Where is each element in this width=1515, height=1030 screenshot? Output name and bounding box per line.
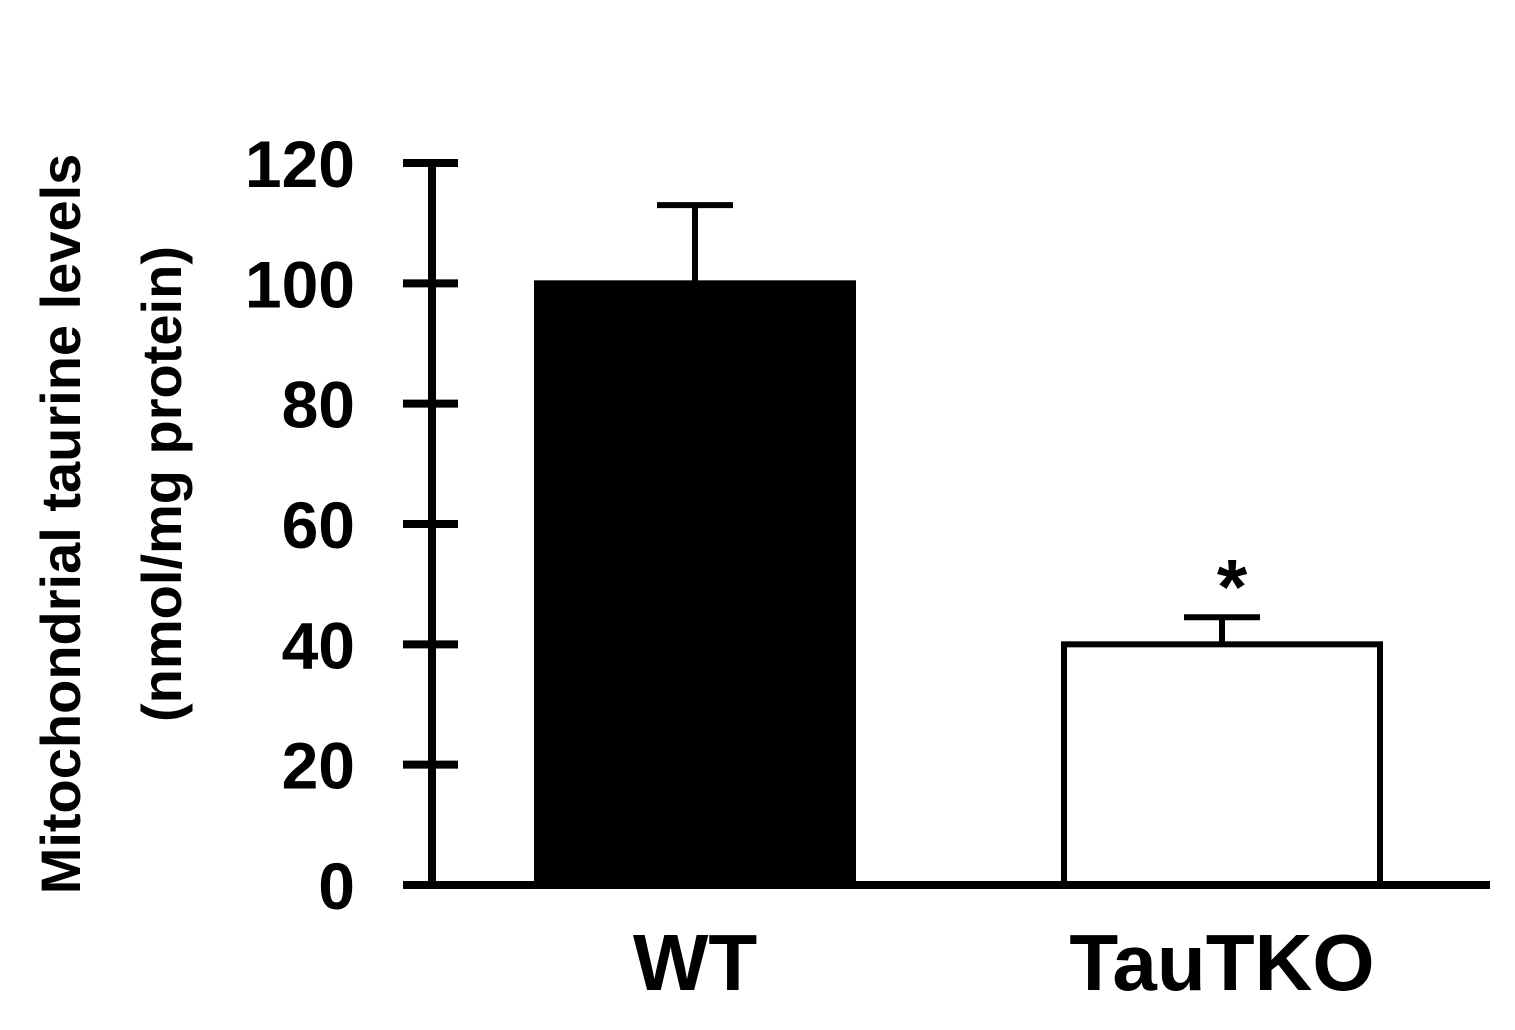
x-category-label-wt: WT	[633, 918, 758, 1007]
y-ticks: 0 20 40 60 80 100 120	[245, 127, 458, 923]
y-axis-title: Mitochondrial taurine levels (nmol/mg pr…	[29, 154, 193, 895]
y-tick-label: 120	[245, 127, 355, 201]
y-tick-label: 100	[245, 247, 355, 321]
y-axis-title-line1: Mitochondrial taurine levels	[29, 154, 92, 895]
y-tick-label: 60	[282, 488, 355, 562]
x-categories: WT TauTKO	[633, 918, 1375, 1007]
y-tick-label: 80	[282, 368, 355, 442]
y-tick-label: 40	[282, 608, 355, 682]
bar-wt	[534, 280, 856, 889]
y-tick-label: 0	[318, 849, 355, 923]
significance-asterisk: *	[1217, 542, 1248, 630]
y-axis-title-line2: (nmol/mg protein)	[130, 246, 193, 722]
x-category-label-tautko: TauTKO	[1069, 918, 1374, 1007]
y-tick-label: 20	[282, 729, 355, 803]
bar-tautko	[1061, 641, 1383, 888]
bars: *	[534, 202, 1383, 889]
